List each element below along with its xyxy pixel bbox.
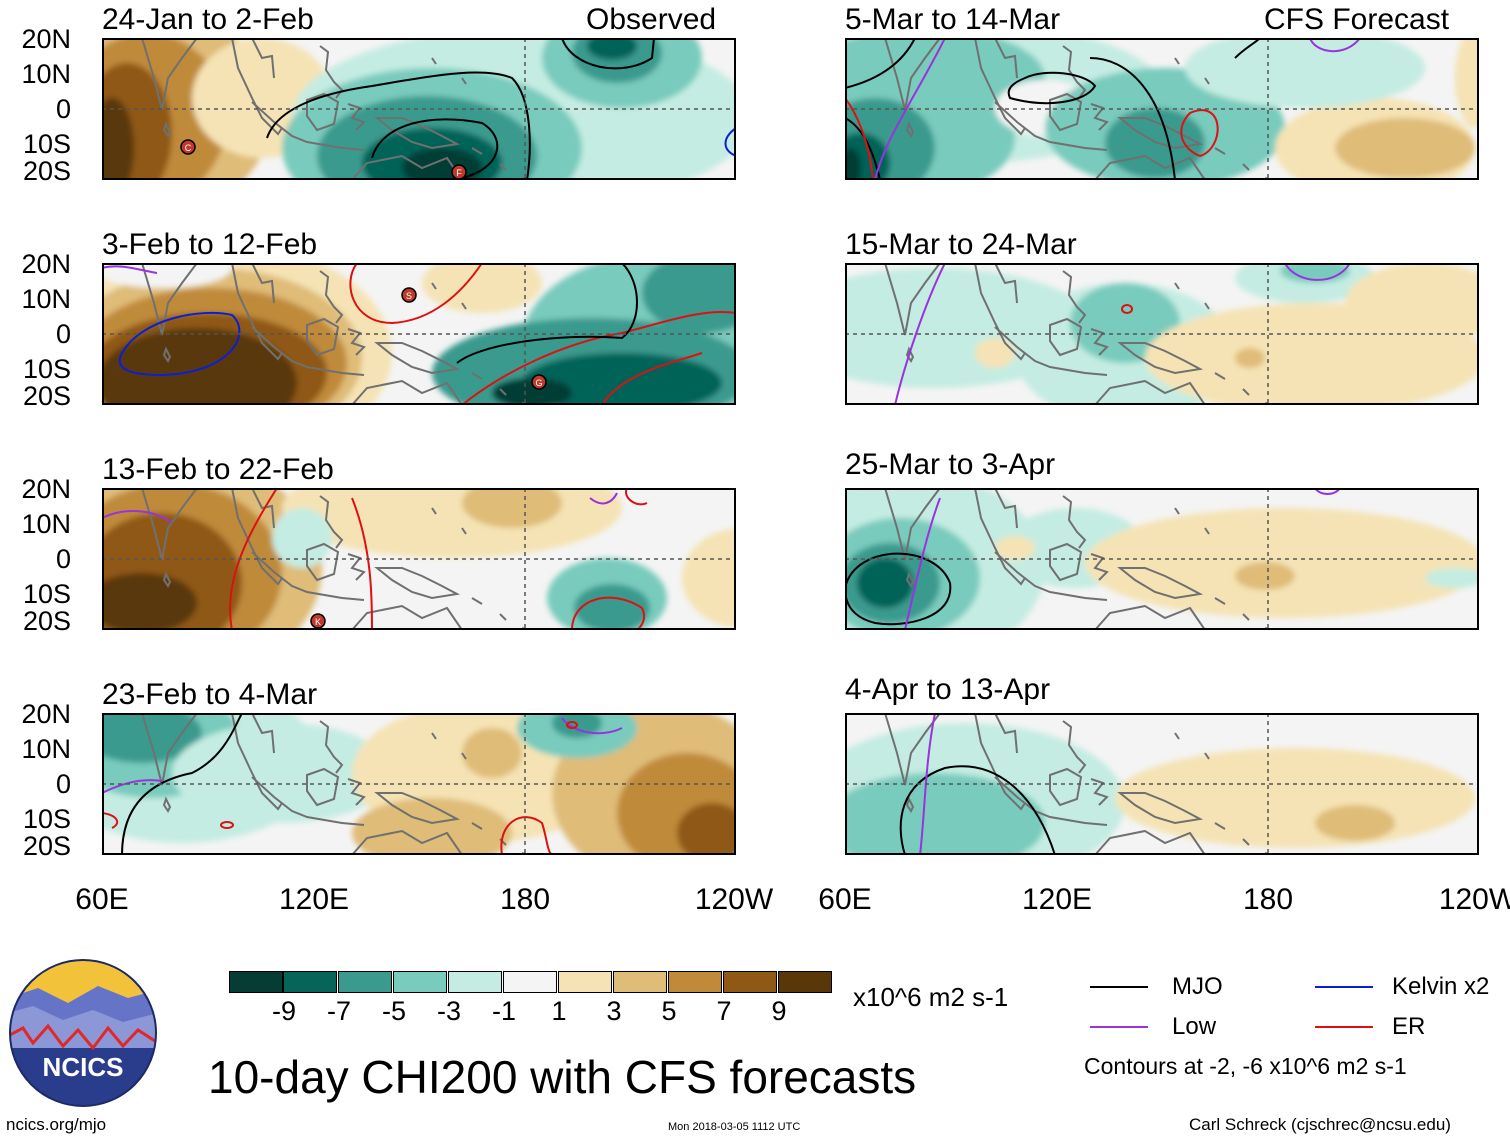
map-fcst-4 [845,713,1479,855]
map-fcst-1 [845,38,1479,180]
lat-label: 10S [22,129,71,159]
lat-label: 20N [21,249,71,279]
lat-label: 10S [22,579,71,609]
lon-label: 60E [818,883,872,916]
lon-label: 180 [499,883,551,916]
legend-low-line [1090,1026,1148,1028]
lat-label: 10N [21,509,71,539]
colorbar-bin [613,971,667,993]
lon-label: 120E [278,883,350,916]
colorbar-label: 7 [716,996,732,1026]
colorbar-bin [283,971,337,993]
panel-title-fcst-2: 15-Mar to 24-Mar [845,228,1077,261]
lat-label: 10N [21,734,71,764]
timestamp: Mon 2018-03-05 1112 UTC [668,1121,801,1133]
storm-label: G [535,378,542,388]
colorbar-label: 3 [606,996,622,1026]
panel-title-obs-3: 13-Feb to 22-Feb [102,453,334,486]
lon-label: 60E [75,883,129,916]
website-link[interactable]: ncics.org/mjo [6,1115,107,1134]
lon-label: 180 [1242,883,1294,916]
logo-text: NCICS [43,1052,124,1082]
map-panel-obs-1: C F [102,38,736,180]
colorbar-label: -9 [271,996,297,1026]
map-obs-2: S G [102,263,736,405]
storm-label: S [406,291,412,301]
storm-marker [180,139,196,155]
credit: Carl Schreck (cjschrec@ncsu.edu) [1189,1115,1451,1134]
colorbar-bin [393,971,447,993]
main-title: 10-day CHI200 with CFS forecasts [208,1051,917,1103]
lat-label: 0 [55,544,71,574]
lat-label: 10N [21,59,71,89]
storm-label: C [185,143,192,153]
legend-contours-note: Contours at -2, -6 x10^6 m2 s-1 [1084,1053,1407,1079]
lat-label: 0 [55,94,71,124]
colorbar-bin [558,971,612,993]
lat-label: 10N [21,284,71,314]
map-panel-fcst-3 [845,488,1479,630]
colorbar-label: -5 [381,996,407,1026]
map-panel-fcst-2 [845,263,1479,405]
lon-label: 120W [1438,883,1510,916]
lat-label: 0 [55,769,71,799]
map-panel-obs-3: K [102,488,736,630]
lat-label: 20S [22,381,71,411]
panel-title-obs-2: 3-Feb to 12-Feb [102,228,318,261]
colorbar-bin [723,971,777,993]
colorbar-label: 5 [661,996,677,1026]
legend-kelvin-label: Kelvin x2 [1392,973,1490,1000]
lat-label: 20N [21,474,71,504]
map-obs-4 [102,713,736,855]
map-panel-fcst-4 [845,713,1479,855]
lat-label: 0 [55,319,71,349]
legend-er-label: ER [1392,1013,1426,1040]
storm-label: K [315,617,321,627]
lat-label: 20N [21,24,71,54]
colorbar-label: 9 [771,996,787,1026]
map-obs-1: C F [102,38,736,180]
storm-label: F [456,168,462,178]
colorbar-bin [229,971,283,993]
colorbar-label: -7 [326,996,352,1026]
lat-label: 20S [22,831,71,861]
legend-low-label: Low [1172,1013,1217,1040]
colorbar-units: x10^6 m2 s-1 [853,982,1009,1012]
colorbar-bin [668,971,722,993]
lat-label: 10S [22,354,71,384]
map-obs-3: K [102,488,736,630]
panel-title-fcst-1: 5-Mar to 14-Mar [845,3,1061,36]
map-fcst-2 [845,263,1479,405]
map-panel-obs-2: S G [102,263,736,405]
panel-title-obs-4: 23-Feb to 4-Mar [102,678,318,711]
map-panel-obs-4 [102,713,736,855]
colorbar-label: 1 [551,996,567,1026]
panel-title-obs-1: 24-Jan to 2-Feb [102,3,314,36]
lon-label: 120W [694,883,774,916]
lat-label: 10S [22,804,71,834]
lat-label: 20S [22,606,71,636]
colorbar-bin [338,971,392,993]
cfs-forecast-label: CFS Forecast [1264,3,1450,36]
colorbar-bin [778,971,832,993]
colorbar-bin [448,971,502,993]
panel-title-fcst-3: 25-Mar to 3-Apr [845,448,1056,481]
lat-label: 20N [21,699,71,729]
map-fcst-3 [845,488,1479,630]
panel-title-fcst-4: 4-Apr to 13-Apr [845,673,1051,706]
colorbar-label: -1 [491,996,517,1026]
legend-mjo-label: MJO [1172,973,1223,1000]
lon-label: 120E [1021,883,1093,916]
colorbar-label: -3 [436,996,462,1026]
legend-mjo-line [1090,986,1148,988]
legend-er-line [1315,1026,1373,1028]
colorbar-bin [503,971,557,993]
map-panel-fcst-1 [845,38,1479,180]
lat-label: 20S [22,156,71,186]
legend-kelvin-line [1315,986,1373,988]
ncics-logo: NCICS [9,959,157,1107]
observed-label: Observed [586,3,717,36]
